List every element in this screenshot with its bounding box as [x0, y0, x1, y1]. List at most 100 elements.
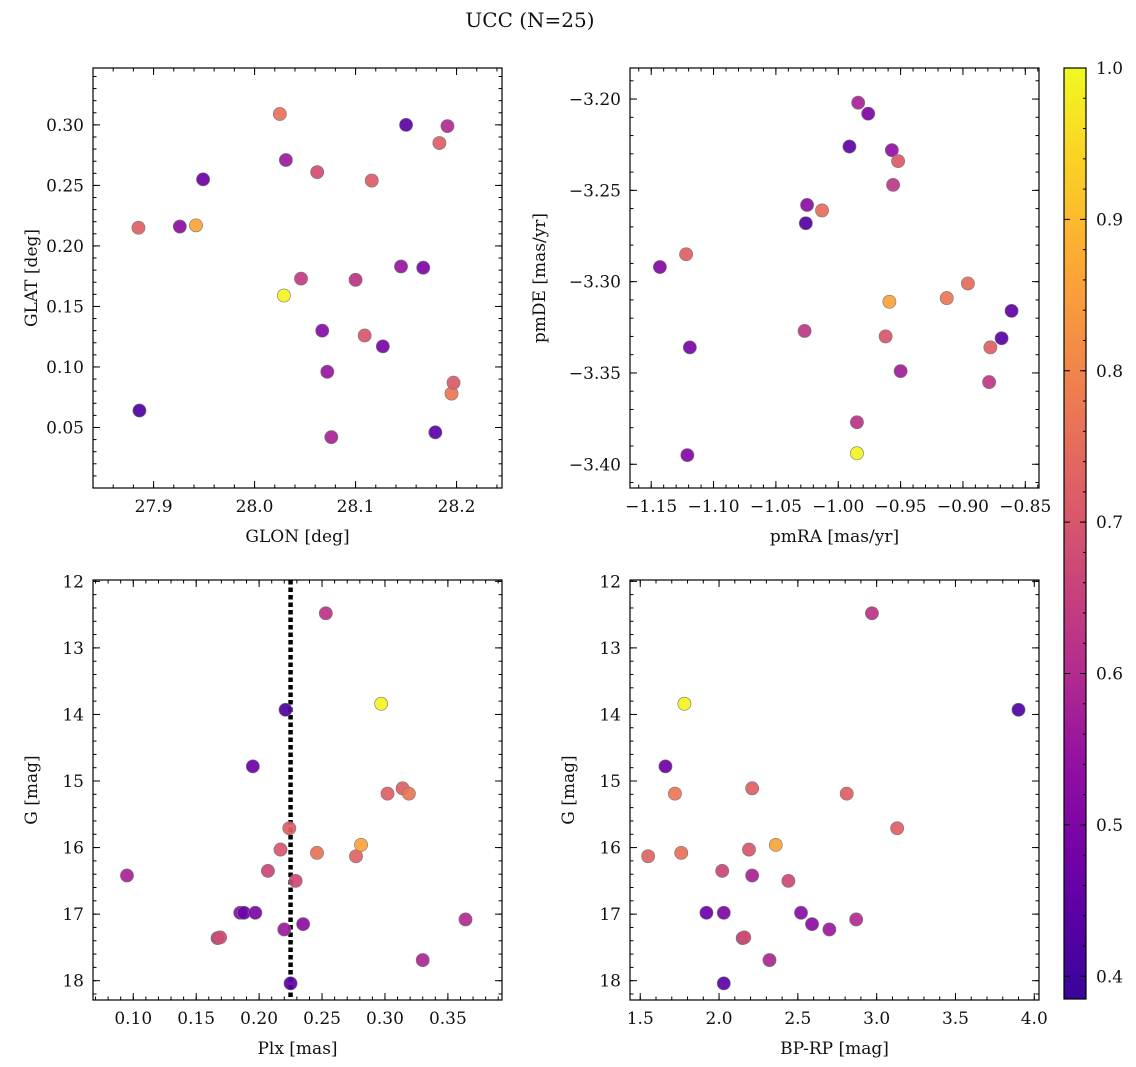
data-point	[679, 247, 694, 262]
data-point	[653, 260, 667, 274]
figure-title: UCC (N=25)	[465, 8, 594, 32]
data-point	[288, 873, 303, 888]
y-tick-label: −3.40	[569, 455, 621, 475]
data-point	[737, 930, 752, 945]
colorbar-tick-label: 0.9	[1096, 210, 1123, 230]
points-pmra-pmde	[653, 95, 1019, 463]
data-point	[320, 364, 335, 379]
y-tick-label: 17	[599, 905, 621, 925]
x-tick-label: −1.05	[750, 497, 802, 517]
x-tick-label: −0.85	[999, 497, 1051, 517]
y-tick-label: 12	[599, 572, 621, 592]
data-point	[994, 331, 1009, 346]
x-tick-label: −1.10	[687, 497, 739, 517]
data-point	[815, 203, 829, 218]
data-point	[278, 153, 293, 167]
data-point	[680, 448, 695, 463]
data-point	[882, 294, 897, 309]
y-axis-label: GLAT [deg]	[22, 229, 42, 327]
colorbar-tick-label: 1.0	[1096, 59, 1123, 79]
data-point	[282, 821, 297, 836]
data-point	[861, 106, 876, 121]
x-tick-label: 0.35	[429, 1009, 467, 1029]
data-point	[682, 340, 697, 355]
data-point	[401, 786, 416, 801]
data-point	[318, 606, 333, 621]
data-point	[132, 403, 147, 418]
axes-frame	[92, 579, 503, 1001]
data-point	[800, 198, 814, 212]
x-tick-label: 0.10	[114, 1009, 152, 1029]
data-point	[878, 329, 893, 344]
data-point	[432, 136, 447, 150]
axes-frame	[629, 579, 1040, 1001]
panel-bprp-g: 1.5 2.0 2.5 3.0 3.5 4.0 12 13 14 15 16 17 18 BP-RP [m…	[559, 572, 1048, 1059]
data-point	[742, 842, 756, 857]
data-point	[310, 846, 324, 860]
data-point	[380, 786, 395, 801]
data-point	[277, 922, 292, 937]
data-point	[893, 364, 908, 379]
x-tick-label: 2.5	[784, 1009, 811, 1029]
data-point	[458, 912, 473, 927]
x-tick-label: 28.0	[236, 497, 274, 517]
data-point	[890, 821, 905, 836]
data-point	[850, 415, 864, 430]
x-tick-label: 3.5	[942, 1009, 969, 1029]
x-tick-label: 0.15	[177, 1009, 215, 1029]
x-axis-label: BP-RP [mag]	[780, 1039, 889, 1059]
y-tick-label: 0.05	[46, 418, 84, 438]
data-point	[120, 868, 134, 883]
axes-frame	[92, 67, 503, 489]
data-point	[273, 842, 288, 857]
data-point	[315, 323, 330, 338]
data-point	[348, 272, 363, 287]
data-point	[446, 375, 461, 390]
data-point	[276, 288, 291, 303]
panel-pmra-pmde: −1.15 −1.10 −1.05 −1.00 −0.95 −0.90 −0.85 −3.40…	[530, 67, 1051, 547]
data-point	[851, 95, 866, 110]
y-tick-label: −3.35	[569, 364, 621, 384]
data-point	[428, 425, 443, 440]
y-axis-label: G [mag]	[22, 755, 42, 824]
y-axis-label: G [mag]	[559, 755, 579, 824]
data-point	[415, 953, 430, 967]
data-point	[245, 759, 260, 774]
data-point	[189, 218, 203, 233]
data-point	[715, 863, 730, 878]
data-point	[668, 786, 682, 801]
colorbar-tick-label: 0.8	[1096, 362, 1123, 382]
data-point	[1004, 303, 1019, 318]
colorbar-tick-label: 0.6	[1096, 665, 1123, 685]
colorbar-frame	[1063, 67, 1087, 1000]
y-tick-label: 16	[62, 839, 84, 859]
data-point	[822, 922, 837, 937]
data-point	[839, 786, 854, 801]
axes-frame	[629, 67, 1040, 489]
data-point	[294, 271, 308, 286]
data-point	[248, 905, 263, 920]
colorbar-tick-label: 0.4	[1096, 967, 1123, 987]
data-point	[781, 873, 796, 888]
data-point	[939, 291, 954, 305]
x-axis-label: Plx [mas]	[257, 1039, 337, 1059]
points-plx-g	[120, 606, 473, 991]
y-tick-label: −3.30	[569, 273, 621, 293]
y-tick-label: 16	[599, 839, 621, 859]
y-tick-label: 0.30	[46, 116, 84, 136]
colorbar-tick-label: 0.5	[1096, 816, 1123, 836]
x-axis-label: GLON [deg]	[245, 527, 349, 547]
data-point	[716, 976, 731, 991]
data-point	[416, 260, 431, 275]
y-tick-label: 14	[62, 705, 84, 725]
x-tick-label: 4.0	[1021, 1009, 1048, 1029]
points-glon-glat	[131, 107, 461, 445]
data-point	[213, 930, 228, 945]
x-tick-label: −1.00	[812, 497, 864, 517]
data-point	[716, 905, 731, 920]
data-point	[310, 165, 325, 179]
y-tick-label: −3.20	[569, 90, 621, 110]
x-tick-label: −0.90	[937, 497, 989, 517]
x-axis-label: pmRA [mas/yr]	[770, 527, 899, 547]
